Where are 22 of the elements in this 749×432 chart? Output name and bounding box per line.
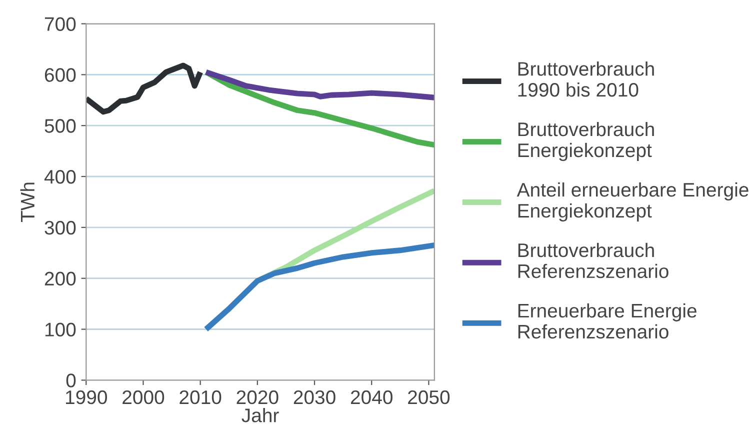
x-tick-label: 2030 — [294, 390, 336, 404]
y-tick-label: 0 — [66, 374, 76, 388]
x-tick-label: 2010 — [180, 390, 222, 404]
x-tick-label: 2020 — [236, 390, 278, 404]
x-tick-label: 2050 — [408, 390, 450, 404]
y-tick-label: 100 — [45, 322, 76, 336]
y-axis-title: TWh — [20, 182, 34, 222]
y-tick-label: 400 — [44, 170, 76, 184]
legend-label: Anteil erneuerbare Energie Energiekonzept — [516, 182, 748, 222]
y-tick-label: 700 — [44, 17, 76, 31]
x-tick-label: 1990 — [66, 390, 108, 404]
legend-label: Bruttoverbrauch Referenzszenario — [518, 242, 668, 278]
y-tick-label: 500 — [44, 119, 76, 133]
legend-label: Bruttoverbrauch Energiekonzept — [518, 122, 654, 162]
legend-label: Erneuerbare Energie Referenzszenario — [518, 303, 696, 339]
y-tick-label: 600 — [44, 68, 76, 82]
y-tick-label: 200 — [44, 272, 76, 286]
y-tick-label: 300 — [44, 220, 76, 235]
legend-label: Bruttoverbrauch 1990 bis 2010 — [518, 62, 654, 97]
x-tick-label: 2040 — [350, 390, 392, 404]
x-tick-label: 2000 — [122, 390, 164, 404]
x-axis-title: Jahr — [242, 408, 279, 422]
